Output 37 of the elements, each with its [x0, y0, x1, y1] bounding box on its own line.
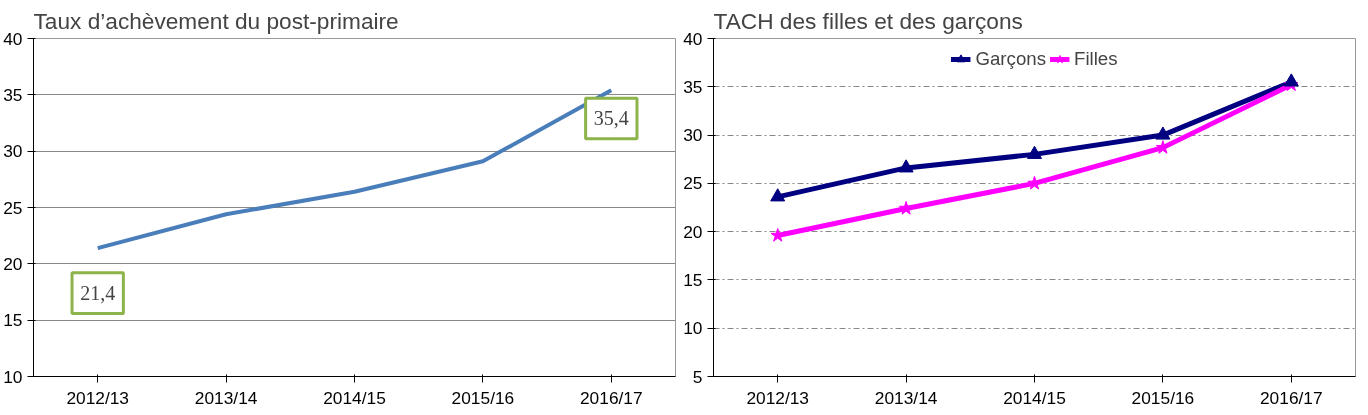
y-tick-label: 35 [3, 84, 23, 105]
y-tick-label: 25 [683, 173, 703, 194]
point [1027, 145, 1042, 159]
y-tick-label: 20 [3, 253, 23, 274]
x-tick-label: 2013/14 [194, 387, 258, 408]
point [1283, 73, 1299, 87]
x-tick-label: 2013/14 [874, 387, 938, 408]
y-tick-label: 40 [3, 28, 23, 49]
x-tick-label: 2016/17 [1259, 387, 1323, 408]
y-tick-label: 30 [683, 125, 703, 146]
y-tick-label: 15 [683, 269, 703, 290]
x-tick-label: 2012/13 [66, 387, 130, 408]
x-tick-label: 2016/17 [579, 387, 643, 408]
y-tick-label: 20 [683, 221, 703, 242]
point [770, 188, 786, 202]
x-tick-label: 2014/15 [323, 387, 386, 408]
chart-title: TACH des filles et des garçons [713, 7, 1023, 34]
y-tick-label: 40 [683, 28, 703, 49]
x-tick-label: 2012/13 [746, 387, 810, 408]
point [770, 228, 785, 242]
point [898, 159, 914, 173]
y-tick-label: 30 [3, 141, 23, 162]
point [1155, 126, 1171, 140]
data-label: 35,4 [593, 107, 629, 130]
y-tick-label: 25 [3, 197, 23, 218]
data-label: 21,4 [80, 282, 116, 305]
chart-title: Taux d’achèvement du post-primaire [33, 7, 399, 34]
y-tick-label: 10 [3, 366, 23, 387]
y-tick-label: 15 [3, 310, 23, 331]
legend-label: Filles [1073, 48, 1118, 70]
x-tick-label: 2015/16 [1131, 387, 1195, 408]
x-tick-label: 2015/16 [451, 387, 515, 408]
y-tick-label: 10 [683, 318, 703, 339]
legend-label: Garçons [975, 48, 1046, 70]
y-tick-label: 5 [692, 366, 703, 387]
y-tick-label: 35 [683, 76, 703, 97]
x-tick-label: 2014/15 [1003, 387, 1066, 408]
